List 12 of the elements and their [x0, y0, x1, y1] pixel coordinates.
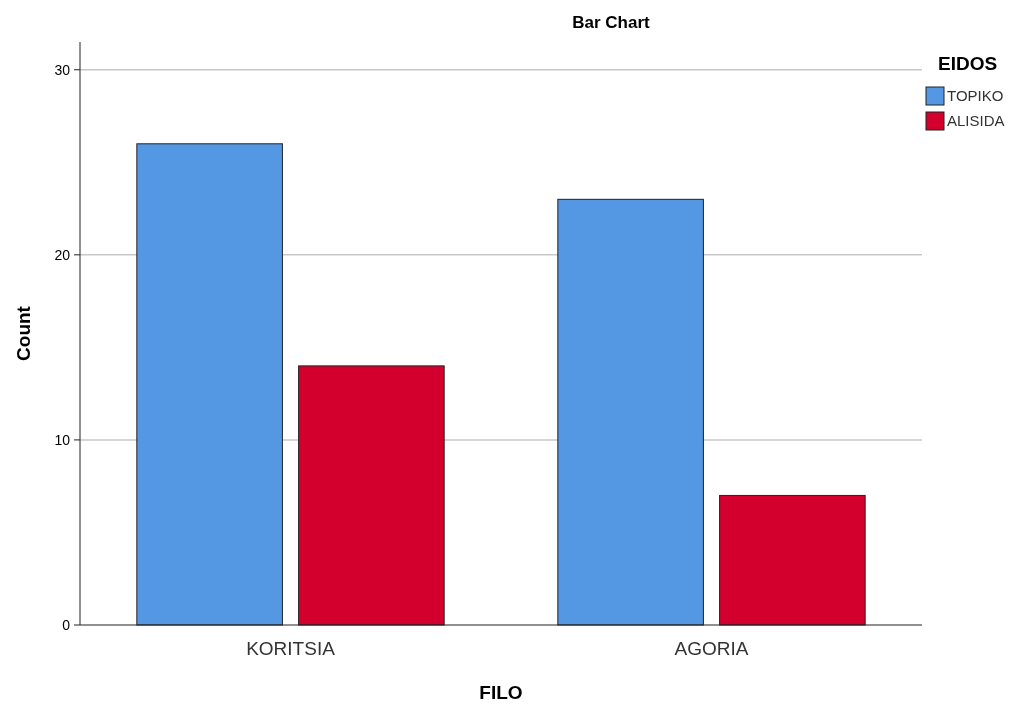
y-tick-label: 30	[54, 61, 71, 78]
x-axis-title: FILO	[479, 682, 523, 703]
legend-label: TOPIKO	[947, 87, 1004, 105]
y-tick-label: 20	[54, 246, 71, 263]
y-tick-label: 10	[54, 431, 71, 448]
legend-label: ALISIDA	[947, 112, 1005, 130]
x-tick-label: KORITSIA	[246, 638, 336, 659]
y-tick-label: 0	[62, 616, 71, 633]
legend-title: EIDOS	[938, 53, 998, 74]
x-tick-label: AGORIA	[674, 638, 749, 659]
chart-title: Bar Chart	[572, 13, 651, 32]
y-axis-title: Count	[13, 305, 34, 361]
